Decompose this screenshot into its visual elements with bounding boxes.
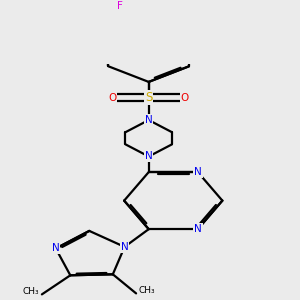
Text: N: N	[145, 152, 153, 161]
Text: N: N	[145, 115, 153, 125]
Text: CH₃: CH₃	[139, 286, 155, 295]
Text: N: N	[194, 167, 202, 177]
Text: S: S	[145, 91, 152, 104]
Text: N: N	[52, 244, 60, 254]
Text: N: N	[121, 242, 128, 252]
Text: O: O	[108, 92, 117, 103]
Text: N: N	[194, 224, 202, 234]
Text: CH₃: CH₃	[23, 287, 39, 296]
Text: O: O	[181, 92, 189, 103]
Text: F: F	[117, 1, 123, 10]
